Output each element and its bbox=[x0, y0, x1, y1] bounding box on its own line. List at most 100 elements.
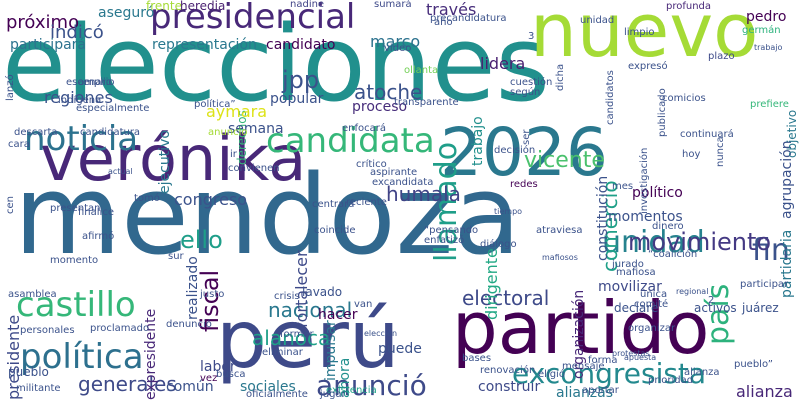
word: alanoca bbox=[252, 326, 331, 350]
word: 2026 bbox=[440, 114, 608, 191]
word: presentan bbox=[50, 203, 101, 214]
word: jugar bbox=[320, 389, 346, 400]
word: protestas bbox=[612, 349, 650, 358]
word: ollanta bbox=[404, 65, 439, 76]
word: prefiere bbox=[750, 99, 789, 110]
word: labor bbox=[200, 359, 236, 375]
word: actual bbox=[108, 167, 133, 176]
word: reciente bbox=[346, 197, 387, 208]
word: lanzó bbox=[5, 74, 16, 101]
word: hacer bbox=[318, 307, 358, 323]
word: nunca bbox=[715, 136, 726, 167]
word: perú bbox=[216, 293, 400, 386]
word: juárez bbox=[742, 301, 779, 315]
word: sur bbox=[168, 251, 184, 262]
word: diálogo bbox=[480, 239, 517, 250]
word: generales bbox=[78, 372, 177, 396]
word: organizar bbox=[628, 323, 676, 334]
word: redes bbox=[510, 179, 538, 190]
word: alianzas bbox=[556, 385, 614, 400]
word: aymara bbox=[206, 102, 268, 121]
word: militante bbox=[16, 383, 61, 394]
word: especialmente bbox=[76, 103, 150, 114]
word: declare bbox=[614, 301, 659, 315]
word: van bbox=[354, 299, 373, 310]
word: presidencial bbox=[150, 0, 356, 37]
word: busca bbox=[216, 369, 246, 380]
word: excandidata bbox=[372, 177, 434, 188]
word: dicha bbox=[555, 64, 566, 92]
word: política bbox=[20, 337, 144, 377]
word: jpp bbox=[282, 66, 320, 94]
word: proclamado bbox=[90, 323, 150, 334]
word: atraviesa bbox=[536, 225, 583, 236]
word: coincide bbox=[314, 225, 356, 236]
word: atoche bbox=[354, 80, 423, 104]
word: bases bbox=[462, 353, 492, 364]
word: partido bbox=[452, 286, 710, 370]
word: momentos bbox=[608, 209, 683, 225]
word: frente bbox=[146, 0, 182, 13]
word: alianza bbox=[684, 367, 720, 378]
word: ir bbox=[230, 149, 237, 160]
word: profunda bbox=[666, 1, 712, 12]
word: unidad bbox=[580, 15, 615, 26]
word: enfocará bbox=[342, 123, 386, 134]
word: finalice bbox=[78, 207, 114, 218]
word: amplio bbox=[78, 77, 112, 88]
word: alianza bbox=[736, 382, 793, 400]
word: personales bbox=[20, 325, 75, 336]
word: castillo bbox=[16, 285, 136, 325]
word: aspirante bbox=[370, 167, 418, 178]
word: mendoza bbox=[14, 151, 521, 279]
word: común bbox=[166, 379, 214, 395]
word: fin bbox=[752, 233, 790, 268]
word: aportar bbox=[582, 385, 619, 396]
word: continuará bbox=[680, 129, 734, 140]
word: lidera bbox=[480, 54, 526, 73]
word: movimiento bbox=[628, 228, 772, 256]
word: mes bbox=[612, 181, 634, 192]
word: indígena bbox=[58, 95, 102, 106]
word: proceso bbox=[352, 99, 408, 115]
word: representación bbox=[152, 37, 257, 53]
word: cara bbox=[8, 139, 30, 150]
word: anuncio bbox=[208, 127, 248, 138]
word: elecciones bbox=[2, 3, 550, 125]
word: comité bbox=[634, 299, 669, 310]
word: 3 bbox=[528, 31, 535, 42]
word: objetivo bbox=[785, 110, 799, 159]
word: nacional bbox=[268, 298, 353, 322]
word: denunció bbox=[166, 319, 212, 330]
word: regional bbox=[676, 287, 709, 296]
word: sumará bbox=[374, 0, 412, 10]
word: dinero bbox=[652, 221, 684, 232]
word: ser bbox=[521, 130, 532, 146]
word: candidatos bbox=[605, 70, 616, 125]
word: lavado bbox=[302, 285, 343, 299]
word: mafiosa bbox=[616, 267, 656, 278]
word: convienen bbox=[228, 163, 280, 174]
word: mensaje bbox=[562, 361, 605, 372]
word: 2 bbox=[708, 295, 715, 306]
word: cen bbox=[5, 196, 16, 214]
word: candidatura bbox=[80, 127, 141, 138]
word: impulsar bbox=[323, 320, 339, 381]
word: comicios bbox=[662, 93, 706, 104]
word: transparente bbox=[394, 97, 459, 108]
word: unidad bbox=[602, 225, 705, 260]
word: indicó bbox=[50, 22, 104, 43]
word: mafiosos bbox=[542, 253, 578, 262]
word: regiones bbox=[44, 88, 113, 107]
word: crisis bbox=[274, 291, 300, 302]
word: verónika bbox=[40, 122, 307, 195]
word: justo bbox=[200, 289, 225, 300]
word: expresó bbox=[628, 61, 668, 72]
word: video bbox=[384, 43, 412, 54]
word: participar bbox=[740, 279, 789, 290]
word: eligió bbox=[538, 369, 565, 380]
word: nuevo bbox=[530, 0, 759, 74]
word: única bbox=[640, 289, 668, 300]
word: nadine bbox=[290, 0, 325, 10]
